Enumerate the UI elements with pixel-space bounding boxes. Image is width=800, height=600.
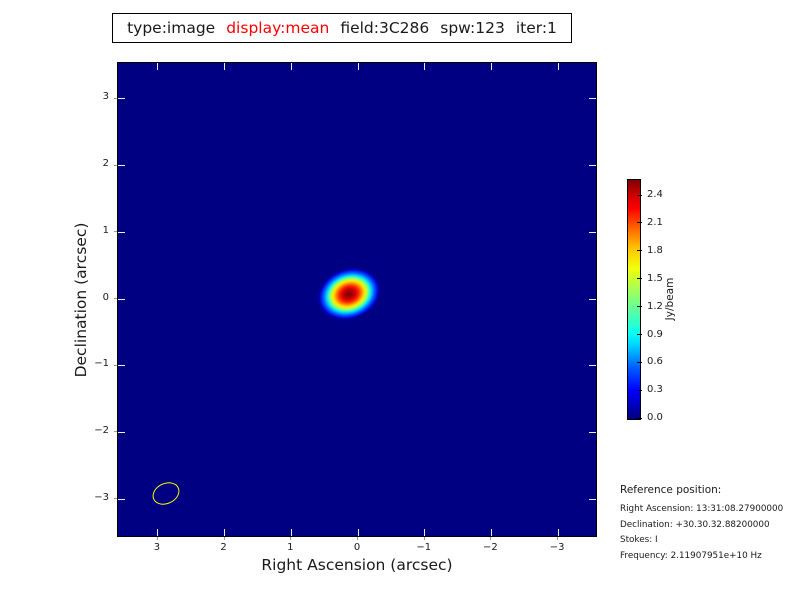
colorbar-unit-label: Jy/beam	[664, 277, 676, 321]
x-tick-stub	[357, 537, 358, 540]
colorbar-tick	[637, 222, 642, 224]
reference-line: Stokes: I	[620, 535, 658, 546]
y-tick-right	[589, 365, 596, 367]
colorbar-tick	[637, 194, 642, 196]
y-tick-right	[589, 231, 596, 233]
y-tick-right	[589, 165, 596, 167]
y-tick-stub	[114, 97, 117, 99]
y-tick-left	[118, 431, 125, 433]
title-type: type:image	[127, 19, 216, 37]
colorbar-tick	[637, 361, 642, 363]
y-tick-left	[118, 231, 125, 233]
x-tick-bottom	[157, 529, 159, 536]
title-display-mode: display:mean	[226, 19, 330, 37]
x-tick-bottom	[290, 529, 292, 536]
reference-line: Right Ascension: 13:31:08.27900000	[620, 504, 784, 514]
title-box: type:image display:mean field:3C286 spw:…	[112, 13, 572, 43]
plot-area[interactable]	[117, 62, 597, 537]
colorbar-tick	[637, 417, 642, 419]
x-tick-bottom	[357, 529, 359, 536]
x-tick-stub	[290, 537, 292, 540]
y-tick-label: −3	[94, 491, 109, 503]
reference-line: Frequency: 2.11907951e+10 Hz	[620, 551, 762, 562]
beam-ellipse	[148, 478, 184, 509]
x-tick-stub	[156, 537, 158, 540]
y-tick-right	[589, 498, 596, 500]
colorbar-tick	[637, 306, 642, 308]
y-tick-stub	[114, 431, 117, 433]
colorbar	[627, 179, 641, 420]
title-field: field:3C286	[340, 19, 430, 37]
x-tick-stub	[557, 537, 559, 540]
x-tick-label: −3	[549, 542, 565, 553]
y-tick-right	[589, 431, 596, 433]
y-tick-right	[589, 298, 596, 300]
x-tick-top	[557, 63, 559, 70]
x-tick-bottom	[490, 529, 492, 536]
x-tick-stub	[223, 537, 225, 540]
x-tick-label: −1	[416, 542, 432, 553]
colorbar-tick-label: 1.2	[647, 300, 663, 312]
y-tick-left	[118, 498, 125, 500]
y-tick-label: 1	[102, 224, 109, 236]
y-tick-label: −1	[94, 358, 109, 370]
x-tick-bottom	[224, 529, 226, 536]
y-tick-stub	[114, 231, 117, 233]
source-blob	[309, 258, 389, 330]
y-tick-label: 2	[102, 158, 109, 170]
y-tick-label: 0	[102, 291, 109, 303]
reference-line: Declination: +30.30.32.88200000	[620, 519, 770, 530]
colorbar-tick-label: 0.6	[647, 356, 663, 368]
x-tick-top	[490, 63, 492, 70]
colorbar-tick	[637, 250, 642, 252]
x-tick-label: −2	[483, 542, 498, 553]
x-tick-label: 2	[220, 542, 227, 553]
colorbar-tick-label: 0.0	[647, 412, 663, 424]
title-iter: iter:1	[515, 19, 557, 37]
reference-position-heading: Reference position:	[620, 484, 722, 496]
y-tick-stub	[114, 498, 117, 500]
colorbar-tick	[637, 334, 642, 335]
y-tick-stub	[114, 164, 117, 166]
y-tick-right	[589, 98, 596, 100]
x-tick-label: 3	[153, 542, 161, 553]
x-tick-top	[357, 63, 359, 70]
y-tick-label: −2	[94, 424, 109, 436]
x-tick-top	[424, 63, 426, 70]
x-axis-label: Right Ascension (arcsec)	[261, 556, 453, 574]
colorbar-tick-label: 1.8	[647, 244, 663, 256]
x-tick-label: 1	[287, 542, 294, 553]
y-tick-left	[118, 165, 125, 167]
y-tick-stub	[114, 298, 117, 299]
x-tick-bottom	[424, 529, 426, 536]
colorbar-tick-label: 2.1	[647, 216, 663, 228]
y-tick-left	[118, 365, 125, 367]
x-tick-stub	[423, 537, 425, 540]
y-tick-stub	[114, 364, 117, 366]
x-tick-stub	[490, 537, 492, 540]
x-tick-top	[157, 63, 159, 70]
y-tick-left	[118, 298, 125, 300]
title-spw: spw:123	[440, 19, 505, 37]
colorbar-tick-label: 0.9	[647, 328, 663, 340]
x-tick-label: 0	[353, 542, 361, 553]
x-tick-bottom	[557, 529, 559, 536]
y-tick-label: 3	[102, 91, 109, 103]
x-tick-top	[290, 63, 292, 70]
x-tick-top	[224, 63, 226, 70]
colorbar-tick	[637, 389, 642, 391]
colorbar-tick-label: 2.4	[647, 189, 663, 200]
colorbar-tick	[637, 278, 642, 280]
colorbar-tick-label: 1.5	[647, 272, 663, 284]
y-tick-left	[118, 98, 125, 100]
colorbar-tick-label: 0.3	[647, 384, 663, 396]
